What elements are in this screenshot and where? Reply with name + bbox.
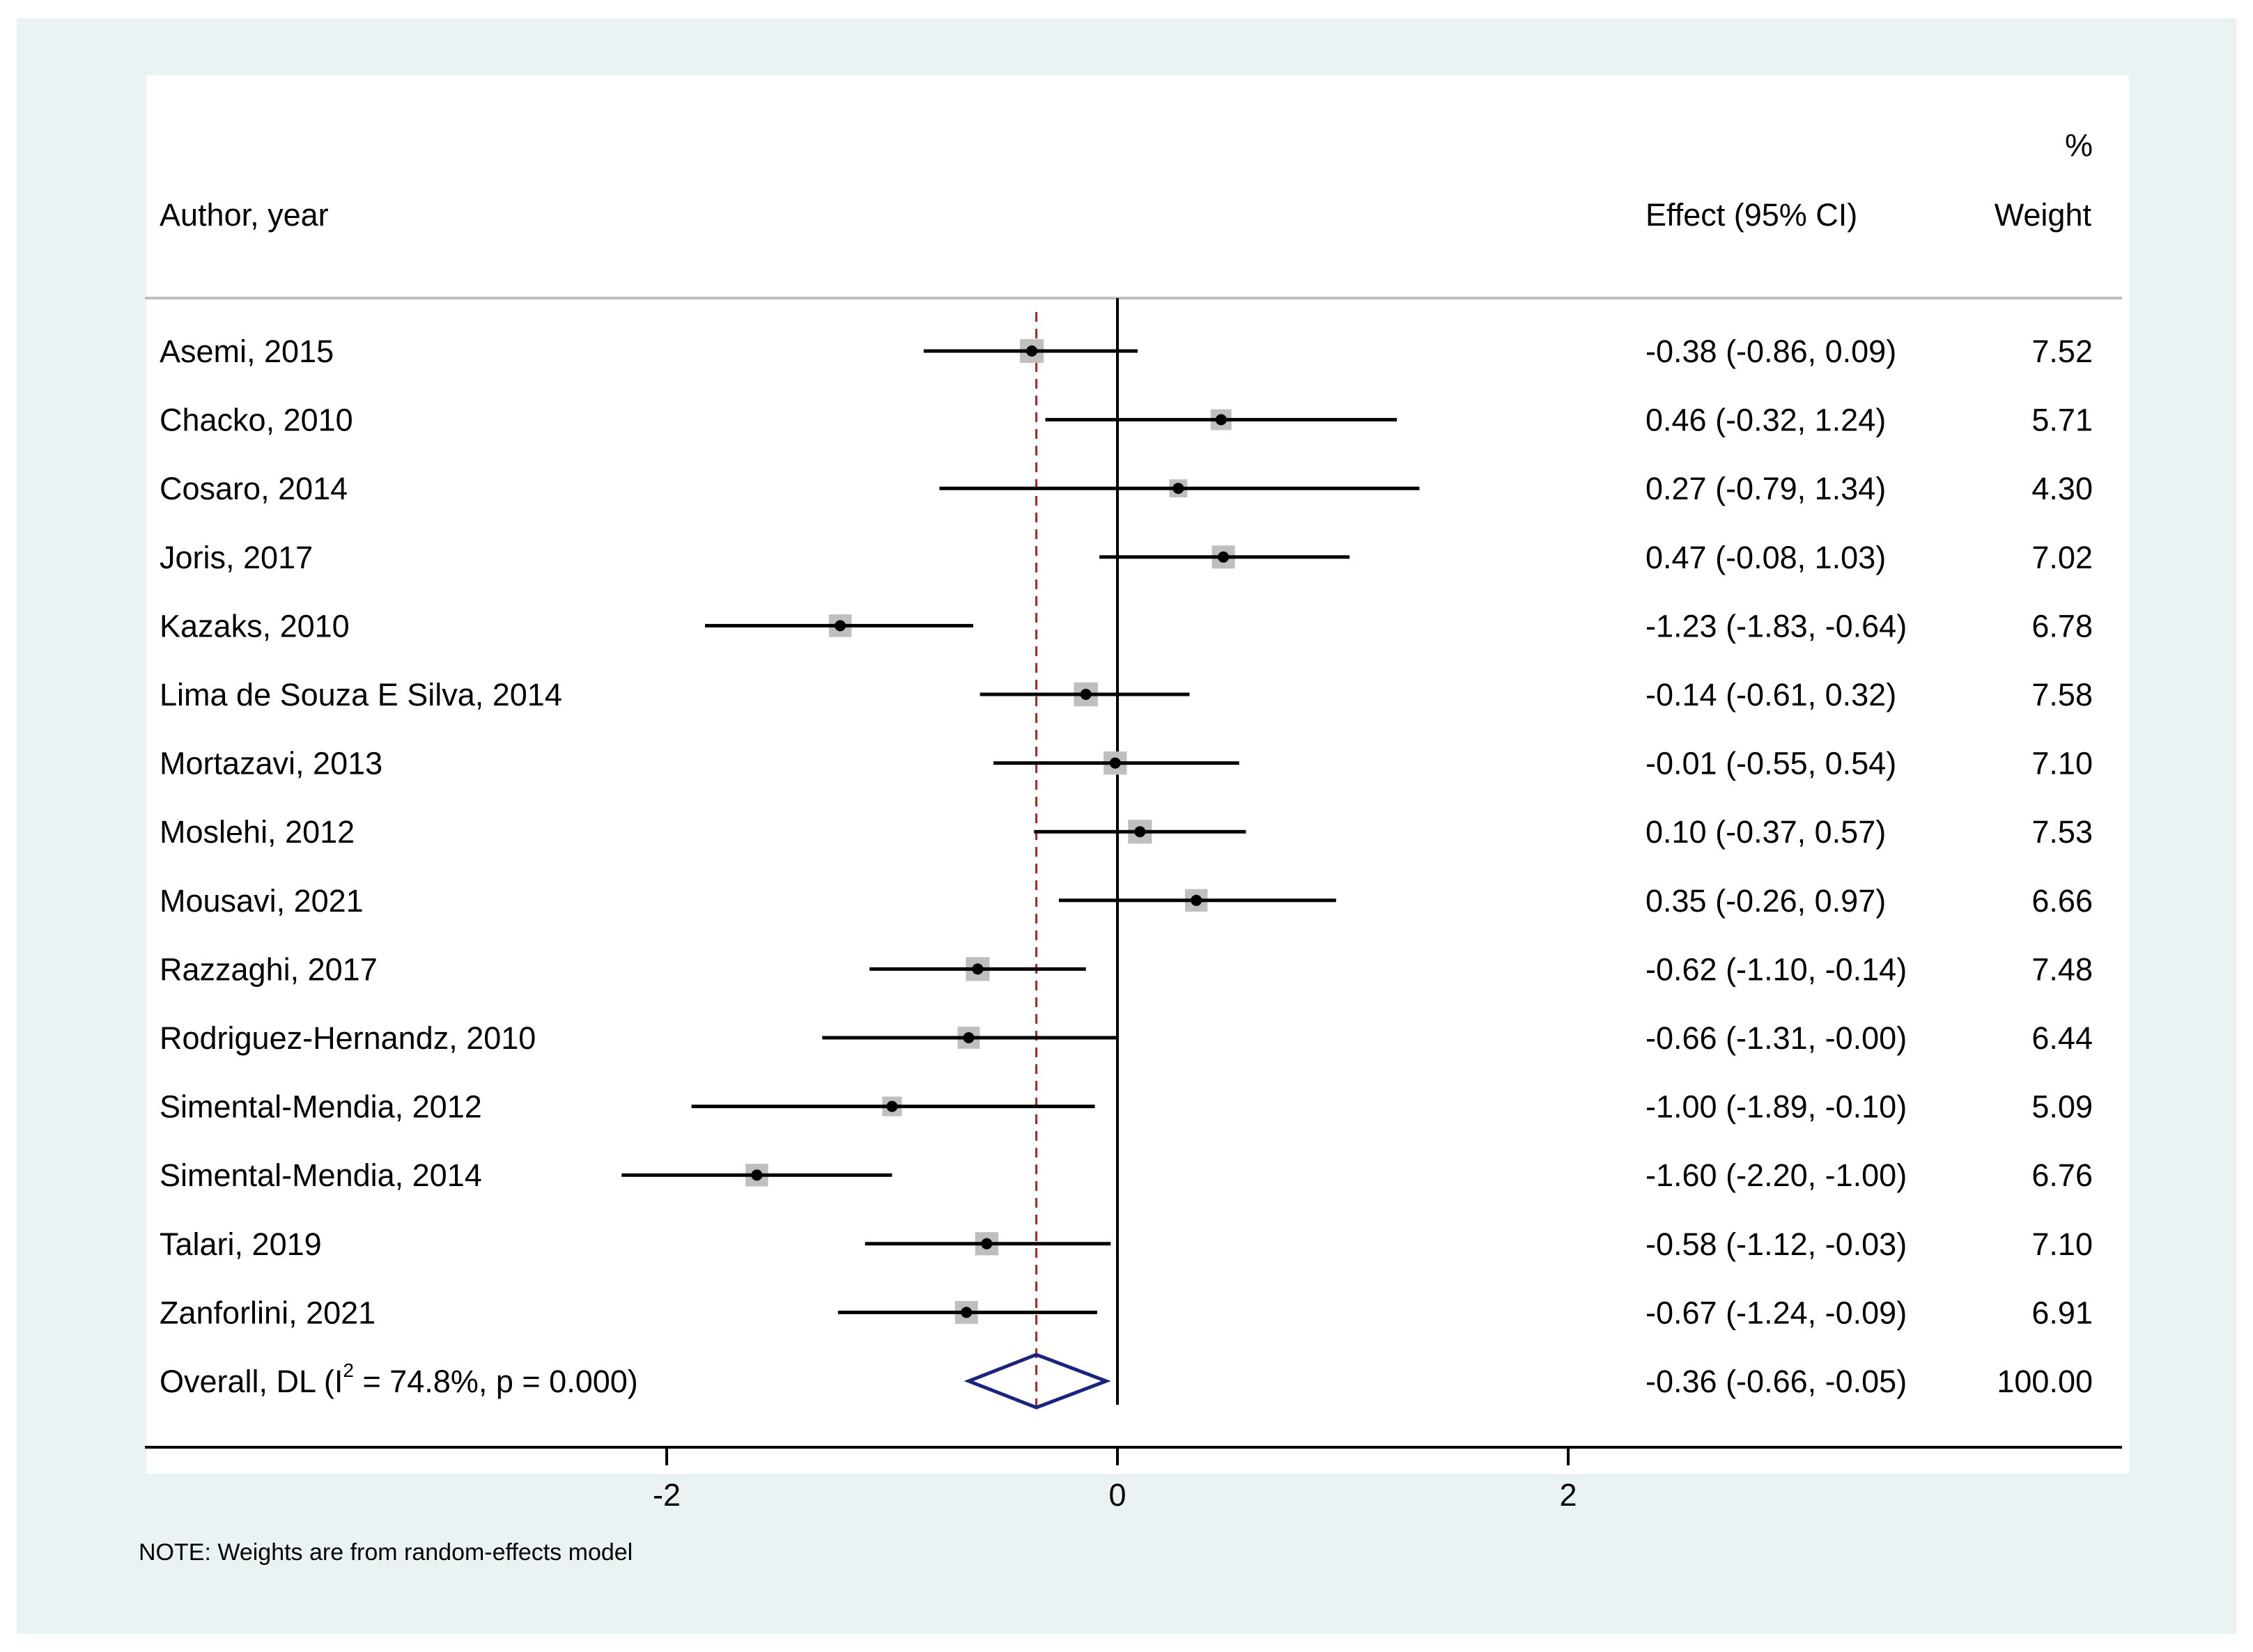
effect-ci-text: 0.47 (-0.08, 1.03) [1646,540,1886,575]
point-estimate [963,1032,975,1043]
study-label: Lima de Souza E Silva, 2014 [160,677,562,712]
study-label: Asemi, 2015 [160,334,334,369]
effect-ci-text: 0.27 (-0.79, 1.34) [1646,471,1886,506]
header-weight-top: % [2065,127,2093,163]
point-estimate [835,620,846,632]
study-label: Mousavi, 2021 [160,883,364,919]
overall-label-suffix: = 74.8%, p = 0.000) [354,1364,638,1399]
study-label: Simental-Mendia, 2014 [160,1158,482,1193]
study-row: Lima de Souza E Silva, 2014 -0.14 (-0.61,… [160,677,2093,712]
point-estimate [1215,414,1227,426]
effect-ci-text: -1.00 (-1.89, -0.10) [1646,1089,1907,1125]
point-estimate [1218,551,1230,563]
study-label: Cosaro, 2014 [160,471,348,506]
overall-ci-text: -0.36 (-0.66, -0.05) [1646,1364,1907,1399]
study-row: Joris, 2017 0.47 (-0.08, 1.03) 7.02 [160,540,2093,575]
effect-ci-text: -0.14 (-0.61, 0.32) [1646,677,1896,712]
point-estimate [886,1100,898,1112]
weight-text: 4.30 [2031,471,2093,506]
overall-label-prefix: Overall, DL (I [160,1364,343,1399]
study-label: Rodriguez-Hernandz, 2010 [160,1020,536,1056]
study-row: Mousavi, 2021 0.35 (-0.26, 0.97) 6.66 [160,883,2093,919]
study-label: Talari, 2019 [160,1226,322,1262]
study-row: Simental-Mendia, 2014 -1.60 (-2.20, -1.00… [160,1158,2093,1193]
weight-text: 7.02 [2031,540,2093,575]
study-label: Moslehi, 2012 [160,814,355,850]
point-estimate [1134,826,1146,838]
x-tick-label: 0 [1108,1477,1126,1513]
x-tick-label: -2 [653,1477,681,1513]
chart-frame [17,18,2236,1634]
overall-weight-text: 100.00 [1997,1364,2093,1399]
study-row: Rodriguez-Hernandz, 2010 -0.66 (-1.31, -0… [160,1020,2093,1056]
study-label: Zanforlini, 2021 [160,1295,376,1330]
study-row: Chacko, 2010 0.46 (-0.32, 1.24) 5.71 [160,403,2093,438]
effect-ci-text: -0.67 (-1.24, -0.09) [1646,1295,1907,1330]
weights-note: NOTE: Weights are from random-effects mo… [139,1539,633,1566]
study-row: Zanforlini, 2021 -0.67 (-1.24, -0.09) 6.91 [160,1295,2093,1330]
study-label: Mortazavi, 2013 [160,746,382,781]
overall-label: Overall, DL (I2 = 74.8%, p = 0.000) [160,1359,638,1399]
weight-text: 7.10 [2031,746,2093,781]
study-label: Simental-Mendia, 2012 [160,1089,482,1125]
x-axis-ticks: -2 0 2 [653,1447,1577,1513]
study-label: Chacko, 2010 [160,403,353,438]
weight-text: 7.58 [2031,677,2093,712]
point-estimate [751,1169,763,1181]
study-row: Cosaro, 2014 0.27 (-0.79, 1.34) 4.30 [160,471,2093,506]
point-estimate [1026,345,1038,357]
effect-ci-text: 0.10 (-0.37, 0.57) [1646,814,1886,850]
effect-ci-text: -0.58 (-1.12, -0.03) [1646,1226,1907,1262]
effect-ci-text: -0.62 (-1.10, -0.14) [1646,951,1907,987]
weight-text: 7.48 [2031,951,2093,987]
weight-text: 7.53 [2031,814,2093,850]
header-study: Author, year [160,197,329,233]
weight-text: 5.71 [2031,403,2093,438]
point-estimate [1191,894,1202,906]
weight-text: 6.44 [2031,1020,2093,1056]
weight-text: 7.52 [2031,334,2093,369]
weight-text: 6.66 [2031,883,2093,919]
study-label: Joris, 2017 [160,540,313,575]
study-label: Razzaghi, 2017 [160,951,378,987]
overall-label-superscript: 2 [343,1359,354,1381]
weight-text: 7.10 [2031,1226,2093,1262]
point-estimate [961,1307,973,1318]
point-estimate [1109,757,1121,769]
weight-text: 6.78 [2031,608,2093,644]
effect-ci-text: -0.01 (-0.55, 0.54) [1646,746,1896,781]
plot-marks: Asemi, 2015 -0.38 (-0.86, 0.09) 7.52 Chacko… [160,298,2093,1415]
weight-text: 6.91 [2031,1295,2093,1330]
overall-diamond [963,1353,1111,1410]
study-row: Razzaghi, 2017 -0.62 (-1.10, -0.14) 7.48 [160,951,2093,987]
plot-panel [146,75,2129,1474]
study-row: Talari, 2019 -0.58 (-1.12, -0.03) 7.10 [160,1226,2093,1262]
header-effect: Effect (95% CI) [1646,197,1857,233]
effect-ci-text: -0.38 (-0.86, 0.09) [1646,334,1896,369]
effect-ci-text: -0.66 (-1.31, -0.00) [1646,1020,1907,1056]
study-label: Kazaks, 2010 [160,608,350,644]
study-row: Simental-Mendia, 2012 -1.00 (-1.89, -0.10… [160,1089,2093,1125]
point-estimate [1172,483,1184,494]
point-estimate [981,1238,993,1249]
effect-ci-text: -1.23 (-1.83, -0.64) [1646,608,1907,644]
effect-ci-text: -1.60 (-2.20, -1.00) [1646,1158,1907,1193]
point-estimate [1080,689,1092,700]
weight-text: 5.09 [2031,1089,2093,1125]
x-tick-label: 2 [1559,1477,1577,1513]
study-row: Moslehi, 2012 0.10 (-0.37, 0.57) 7.53 [160,814,2093,850]
point-estimate [972,963,984,975]
effect-ci-text: 0.46 (-0.32, 1.24) [1646,403,1886,438]
study-row: Asemi, 2015 -0.38 (-0.86, 0.09) 7.52 [160,334,2093,369]
weight-text: 6.76 [2031,1158,2093,1193]
header-weight-bottom: Weight [1995,197,2092,233]
study-row: Mortazavi, 2013 -0.01 (-0.55, 0.54) 7.10 [160,746,2093,781]
study-row: Kazaks, 2010 -1.23 (-1.83, -0.64) 6.78 [160,608,2093,644]
effect-ci-text: 0.35 (-0.26, 0.97) [1646,883,1886,919]
